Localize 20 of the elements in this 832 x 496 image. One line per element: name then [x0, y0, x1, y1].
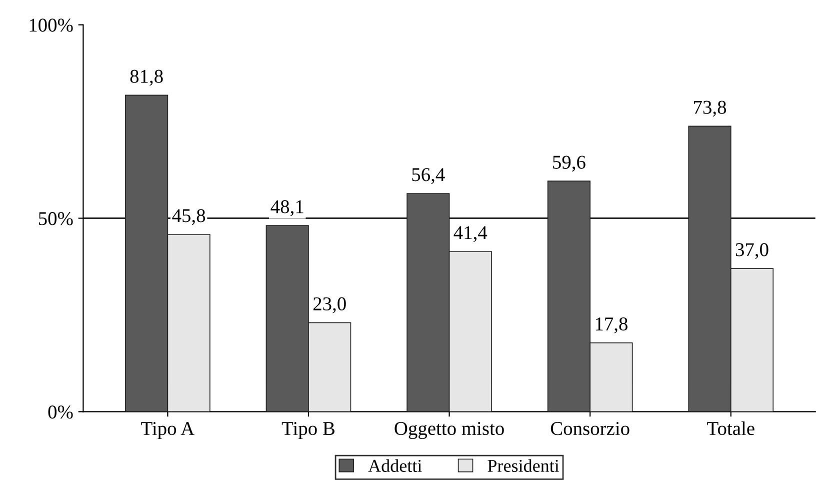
x-tick-label: Tipo A [141, 422, 194, 440]
data-label: 17,8 [596, 317, 628, 334]
legend-label: Presidenti [488, 459, 560, 472]
x-tick-label: Tipo B [282, 422, 334, 440]
data-label: 23,0 [313, 297, 346, 314]
data-label: 37,0 [736, 243, 768, 260]
data-label: 73,8 [694, 100, 726, 117]
data-label: 41,4 [454, 226, 488, 242]
x-tick-label: Consorzio [550, 422, 630, 436]
data-label: 48,1 [270, 200, 304, 216]
y-tick-label: 0% [48, 405, 73, 419]
x-tick-label: Oggetto misto [394, 422, 504, 440]
y-tick-label: 100% [30, 18, 73, 32]
legend-label: Addetti [368, 459, 422, 472]
y-tick-label: 50% [38, 212, 73, 226]
data-label: 59,6 [553, 156, 586, 172]
x-tick-label: Totale [707, 421, 754, 436]
data-label: 56,4 [412, 168, 445, 184]
data-label: 45,8 [172, 209, 206, 226]
data-label: 81,8 [130, 70, 163, 86]
